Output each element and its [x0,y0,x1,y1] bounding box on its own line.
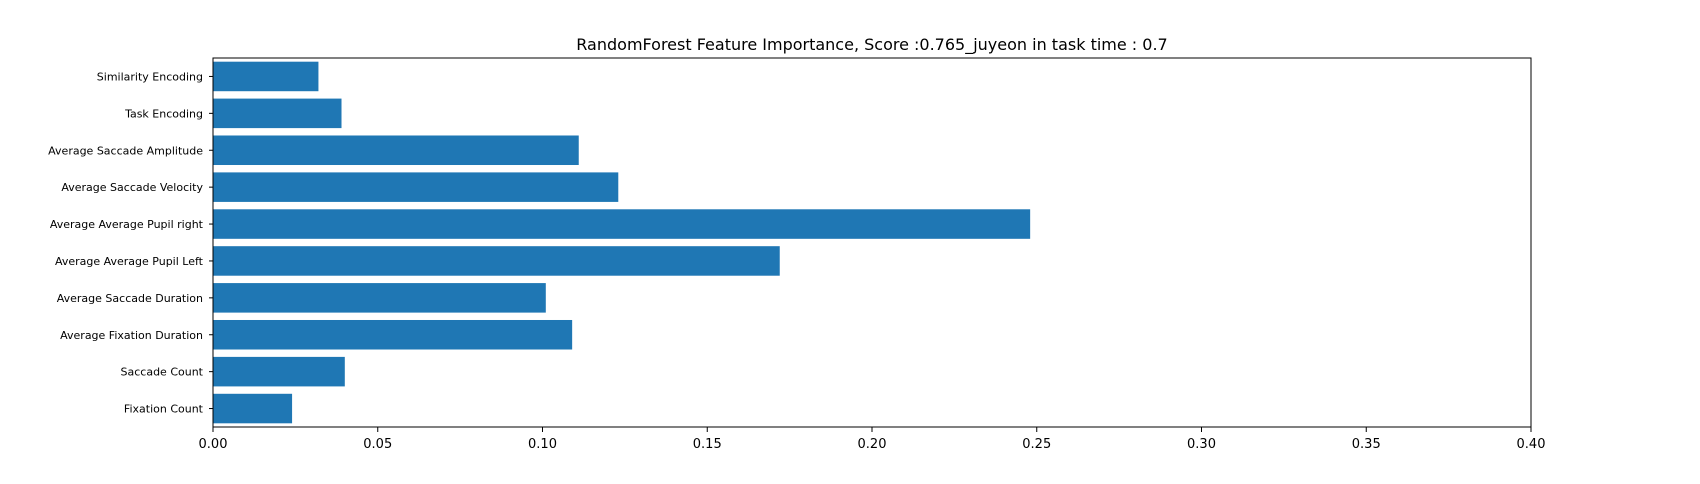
y-tick-label: Similarity Encoding [97,70,203,83]
x-tick-label: 0.05 [363,437,392,452]
y-tick-label: Average Saccade Amplitude [48,144,203,157]
bar [213,246,780,276]
x-tick-label: 0.15 [693,437,722,452]
bar [213,356,345,387]
y-tick-label: Task Encoding [124,107,203,120]
axes-layer: Fixation Count Saccade Count Average Fixat… [48,57,1546,452]
bar [213,283,546,313]
plot-frame [212,57,1532,428]
y-tick-label: Average Fixation Duration [60,329,203,342]
chart-title: RandomForest Feature Importance, Score :… [576,35,1167,55]
bar [213,172,619,202]
x-tick-label: 0.25 [1022,437,1051,452]
y-tick-label: Average Average Pupil Left [55,255,204,268]
x-tick-label: 0.10 [528,437,557,452]
bar [213,98,342,129]
bar [213,393,293,424]
bar [213,135,579,166]
y-tick-label: Average Saccade Duration [57,292,203,305]
x-tick-label: 0.30 [1187,437,1216,452]
y-tick-label: Average Saccade Velocity [61,181,203,194]
bars-layer [213,61,1031,424]
x-tick-label: 0.00 [199,437,228,452]
bar [213,209,1031,239]
x-tick-label: 0.40 [1517,437,1546,452]
x-tick-label: 0.20 [858,437,887,452]
bar [213,319,573,350]
x-tick-label: 0.35 [1352,437,1381,452]
y-tick-label: Average Average Pupil right [50,218,204,231]
bar [213,61,319,92]
y-tick-label: Fixation Count [124,403,204,416]
y-tick-label: Saccade Count [121,366,204,379]
